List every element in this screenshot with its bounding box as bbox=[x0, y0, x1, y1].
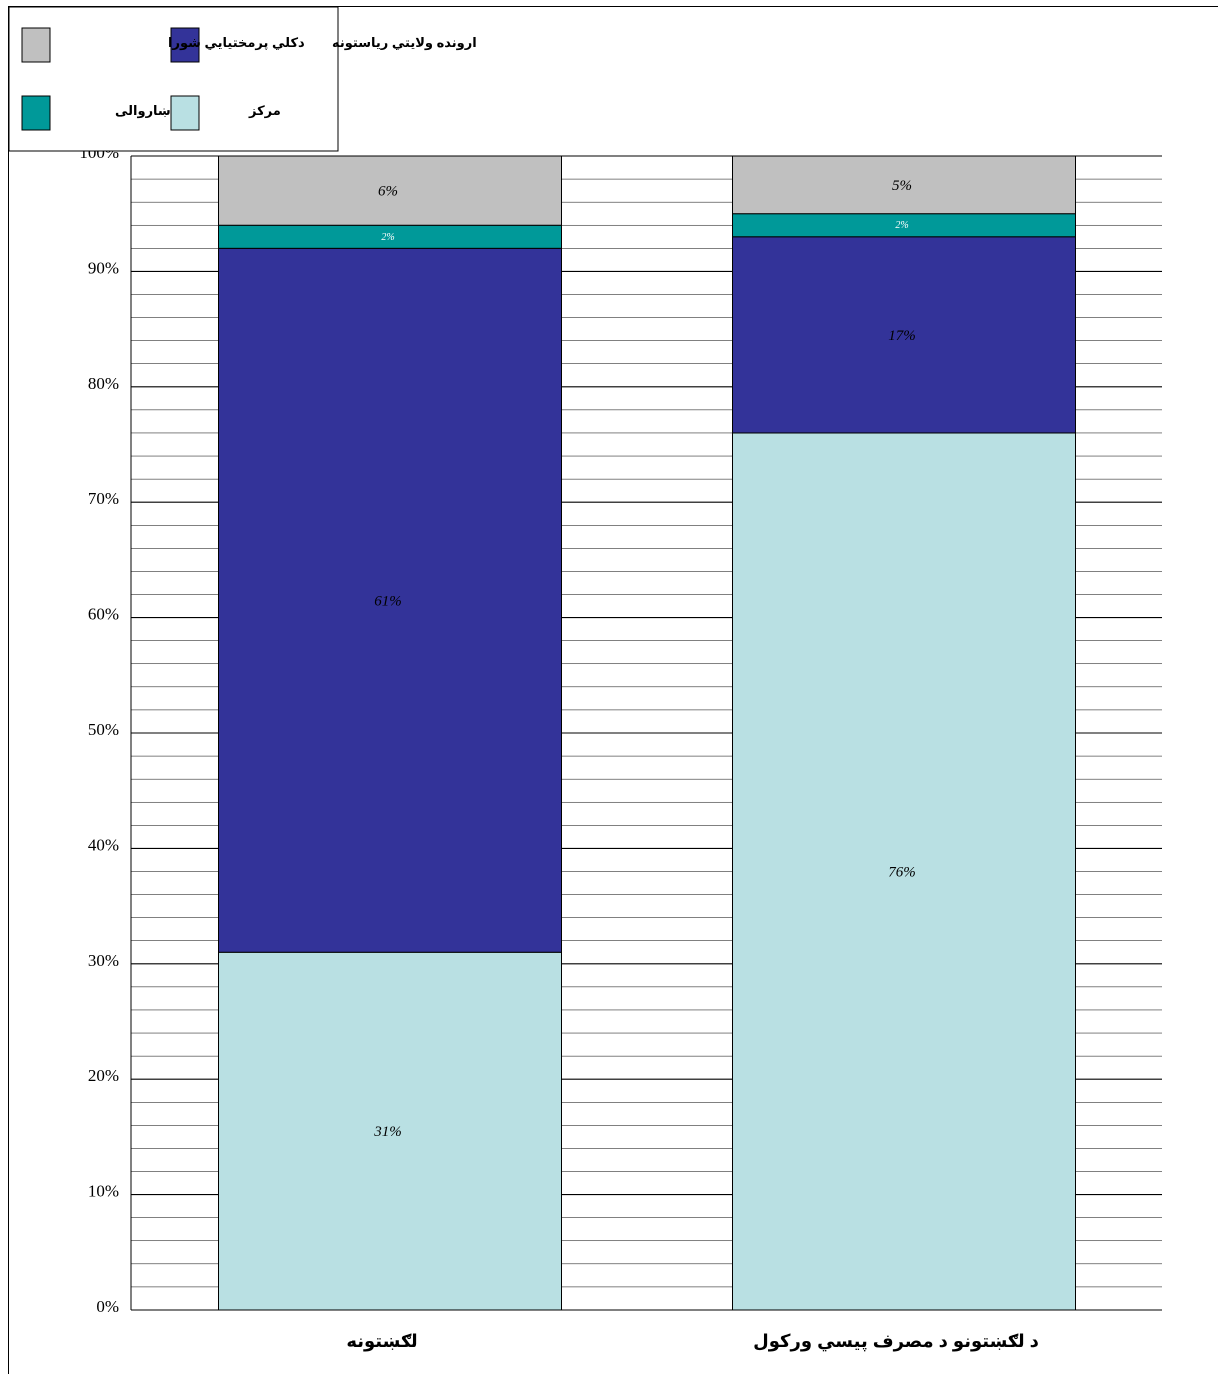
legend-label: مرکز bbox=[248, 103, 281, 118]
y-tick-label: 40% bbox=[88, 835, 119, 854]
legend-label: ښاروالی bbox=[115, 103, 171, 118]
data-label: 5% bbox=[892, 178, 912, 194]
y-tick-label: 70% bbox=[88, 489, 119, 508]
y-tick-label: 20% bbox=[88, 1066, 119, 1085]
data-label: 61% bbox=[374, 593, 402, 609]
y-tick-label: 90% bbox=[88, 258, 119, 277]
data-label: 76% bbox=[888, 864, 916, 880]
data-label: 2% bbox=[895, 220, 908, 231]
bar-segment bbox=[218, 247, 562, 953]
bar-segment bbox=[732, 236, 1076, 434]
y-tick-label: 30% bbox=[88, 951, 119, 970]
bar-segment bbox=[218, 951, 562, 1311]
category-labels: لګښتونه د لګښتونو د مصرف پیسي ورکول bbox=[346, 1331, 1039, 1352]
legend-label: ارونده ولایتي ریاستونه bbox=[332, 35, 477, 50]
legend-swatch bbox=[21, 27, 51, 63]
y-tick-label: 50% bbox=[88, 720, 119, 739]
category-label: د لګښتونو د مصرف پیسي ورکول bbox=[753, 1331, 1039, 1352]
chart-frame bbox=[8, 6, 1218, 1374]
legend: مرکز ارونده ولایتي ریاستونه ښاروالی دکلي پر… bbox=[8, 6, 477, 152]
legend-label: دکلي پرمختيايي شورا bbox=[168, 35, 305, 50]
y-tick-label: 0% bbox=[96, 1297, 119, 1316]
data-label: 31% bbox=[373, 1124, 402, 1140]
data-label: 17% bbox=[888, 328, 916, 344]
bars: 31% 61% 2% 6% 76% 17% 2% 5% bbox=[218, 155, 1076, 1311]
y-axis-ticks: 0%10%20%30%40%50%60%70%80%90%100% bbox=[79, 143, 119, 1316]
data-label: 2% bbox=[381, 232, 394, 243]
data-label: 6% bbox=[378, 184, 398, 200]
bar-segment bbox=[218, 155, 562, 226]
legend-swatch bbox=[170, 95, 200, 131]
legend-swatch bbox=[21, 95, 51, 131]
legend-swatch bbox=[170, 27, 200, 63]
bar-segment bbox=[732, 155, 1076, 215]
bar-segment bbox=[732, 432, 1076, 1311]
y-tick-label: 10% bbox=[88, 1182, 119, 1201]
y-tick-label: 80% bbox=[88, 374, 119, 393]
y-tick-label: 60% bbox=[88, 605, 119, 624]
category-label: لګښتونه bbox=[346, 1331, 417, 1352]
